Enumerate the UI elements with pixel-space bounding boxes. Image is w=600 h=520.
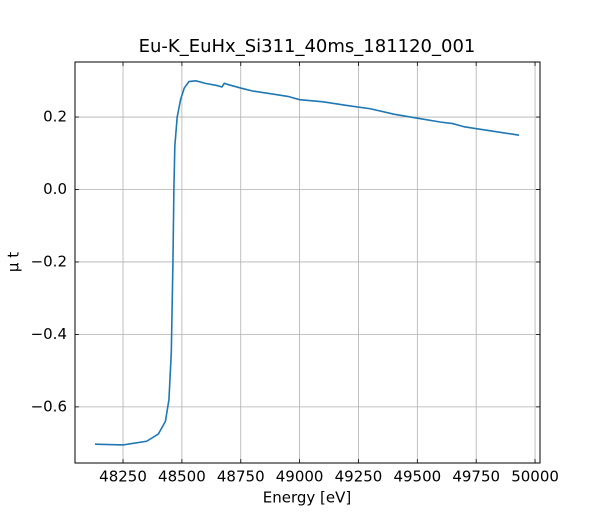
y-tick-label: −0.6 [31,397,67,415]
y-tick-label: −0.4 [31,325,67,343]
data-line [94,80,520,446]
plot-area: 48250 48500 48750 49000 49250 49500 49750 50000… [31,61,559,486]
x-tick-label: 48500 [158,468,206,486]
x-tick-label: 49000 [276,468,324,486]
x-tick-label: 48750 [217,468,265,486]
y-axis-label: μ t [5,252,23,272]
y-tick-label: 0.0 [43,180,67,198]
y-tick-label: 0.2 [43,108,67,126]
x-tick-label: 49250 [335,468,383,486]
x-tick-label: 49750 [452,468,500,486]
chart-title: Eu-K_EuHx_Si311_40ms_181120_001 [139,36,476,57]
x-tick-label: 49500 [393,468,441,486]
x-tick-label: 50000 [511,468,559,486]
axes-frame [74,61,541,464]
x-tick-label: 48250 [99,468,147,486]
y-tick-label: −0.2 [31,252,67,270]
x-axis-label: Energy [eV] [263,489,351,507]
